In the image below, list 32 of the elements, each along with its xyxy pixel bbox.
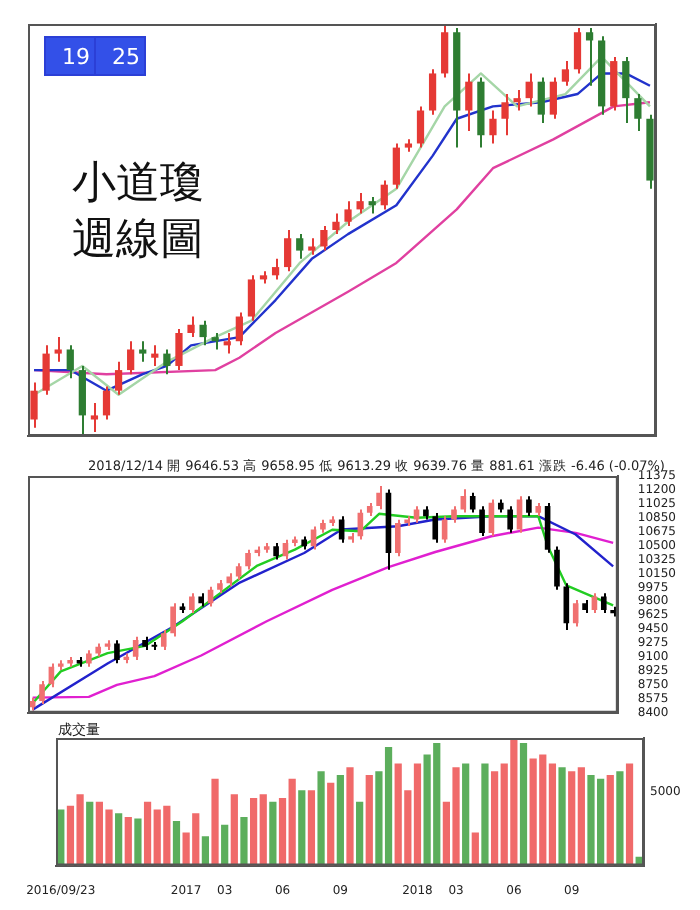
bar — [115, 813, 123, 866]
annotation: 25 — [96, 38, 144, 74]
bar — [201, 836, 210, 866]
bar — [336, 775, 344, 866]
bar — [327, 782, 335, 866]
bar — [221, 824, 229, 866]
annotation: 小道瓊 — [72, 159, 204, 210]
bar — [211, 778, 219, 866]
bar — [86, 801, 94, 866]
bar — [124, 817, 132, 866]
bar — [356, 801, 364, 866]
bar — [298, 790, 306, 866]
bar — [625, 763, 634, 866]
bar — [134, 818, 142, 866]
bar — [471, 832, 479, 866]
annotation: 19 — [46, 38, 94, 74]
bar — [558, 767, 566, 866]
bar — [317, 771, 325, 866]
bar — [240, 817, 248, 866]
bar — [346, 767, 354, 866]
bar — [519, 743, 528, 866]
quote-panel: 19 25 — [44, 36, 146, 76]
bar — [365, 775, 373, 866]
bar — [616, 771, 624, 866]
annotation: 週線圖 — [72, 215, 204, 266]
bar — [606, 775, 614, 866]
bar — [230, 794, 238, 866]
bar — [269, 801, 277, 866]
bar — [307, 790, 316, 866]
bar — [481, 763, 489, 866]
bar — [462, 763, 470, 866]
bar — [172, 820, 181, 866]
